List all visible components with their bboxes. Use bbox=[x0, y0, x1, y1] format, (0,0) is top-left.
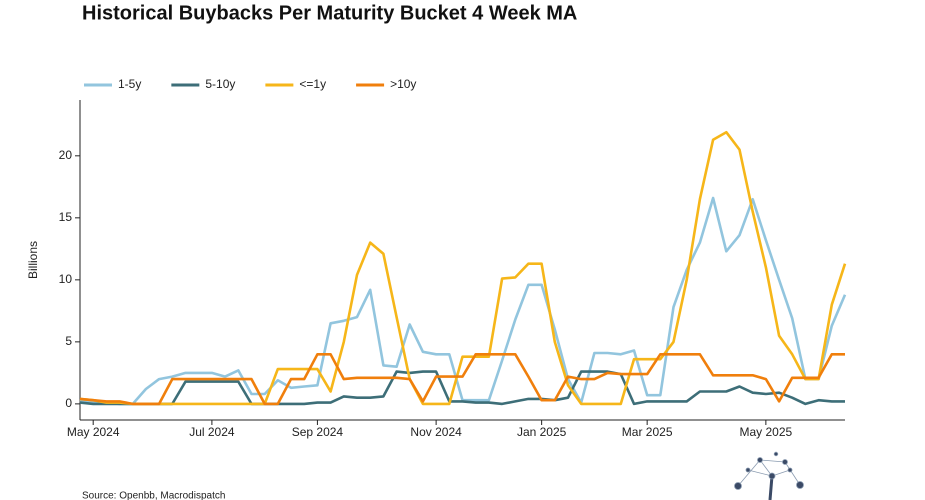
source: Source: Openbb, Macrodispatch bbox=[82, 491, 225, 500]
x-tick-label: Jan 2025 bbox=[517, 425, 567, 439]
legend-label: <=1y bbox=[299, 77, 326, 91]
legend-label: 1-5y bbox=[118, 77, 141, 91]
logo bbox=[734, 451, 804, 500]
y-axis-label: Billions bbox=[26, 241, 40, 279]
line bbox=[79, 370, 845, 406]
line bbox=[79, 130, 847, 406]
y-tick-label: 15 bbox=[59, 210, 73, 224]
x-tick-label: Jul 2024 bbox=[189, 425, 235, 439]
x-tick-label: Sep 2024 bbox=[292, 425, 344, 439]
line bbox=[79, 196, 847, 406]
line bbox=[79, 353, 845, 406]
legend-label: >10y bbox=[390, 77, 416, 91]
x-tick-label: Mar 2025 bbox=[622, 425, 673, 439]
x-tick-label: May 2025 bbox=[740, 425, 793, 439]
y-tick-label: 5 bbox=[65, 334, 72, 348]
legend-label: 5-10y bbox=[205, 77, 235, 91]
x-tick-label: May 2024 bbox=[67, 425, 120, 439]
y-tick-label: 10 bbox=[59, 272, 73, 286]
y-tick-label: 0 bbox=[65, 396, 72, 410]
x-tick-label: Nov 2024 bbox=[410, 425, 462, 439]
y-tick-label: 20 bbox=[59, 148, 73, 162]
chart-title: Historical Buybacks Per Maturity Bucket … bbox=[82, 2, 577, 24]
